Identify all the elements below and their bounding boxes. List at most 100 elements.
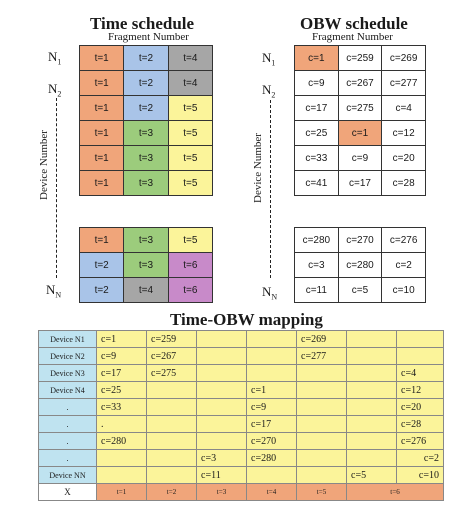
mapping-cell: c=28 <box>396 415 444 433</box>
mapping-cell <box>296 364 347 382</box>
mapping-cell <box>346 398 397 416</box>
mapping-cell: . <box>96 415 147 433</box>
mapping-cell <box>346 449 397 467</box>
mapping-row: Device N2 c=9 c=267 c=277 <box>38 347 444 365</box>
device-label-n2-right: N2 <box>262 82 276 100</box>
time-schedule-grid-bottom: t=1 t=3 t=5 t=2 t=3 t=6 t=2 t=4 t=6 <box>78 227 214 303</box>
mapping-cell <box>246 466 297 484</box>
time-schedule-row: t=1 t=2 t=4 <box>78 45 214 71</box>
mapping-cell: c=12 <box>396 381 444 399</box>
mapping-device-label: Device NN <box>38 466 97 484</box>
mapping-cell <box>146 466 197 484</box>
time-schedule-cell: t=5 <box>167 145 214 171</box>
mapping-cell <box>196 347 247 365</box>
time-schedule-row: t=1 t=3 t=5 <box>78 170 214 196</box>
obw-schedule-cell: c=17 <box>337 170 383 196</box>
time-schedule-cell: t=4 <box>167 70 214 96</box>
obw-schedule-cell: c=25 <box>294 120 339 146</box>
time-schedule-subtitle: Fragment Number <box>108 31 189 43</box>
mapping-time-slot: t=5 <box>296 483 347 501</box>
obw-schedule-cell: c=270 <box>337 227 383 253</box>
time-schedule-cell: t=5 <box>167 227 214 253</box>
time-schedule-row: t=1 t=3 t=5 <box>78 227 214 253</box>
obw-schedule-row: c=11 c=5 c=10 <box>294 277 426 303</box>
mapping-cell: c=276 <box>396 432 444 450</box>
mapping-cell: c=33 <box>96 398 147 416</box>
mapping-cell: c=20 <box>396 398 444 416</box>
mapping-device-label: . <box>38 398 97 416</box>
obw-schedule-grid-bottom: c=280 c=270 c=276 c=3 c=280 c=2 c=11 c=5 c=10 <box>294 227 426 303</box>
obw-schedule-row: c=9 c=267 c=277 <box>294 70 426 96</box>
mapping-cell <box>196 415 247 433</box>
mapping-cell: c=17 <box>96 364 147 382</box>
obw-schedule-cell: c=41 <box>294 170 339 196</box>
device-label-n2-left: N2 <box>48 81 62 99</box>
time-schedule-row: t=2 t=3 t=6 <box>78 252 214 278</box>
mapping-cell: c=267 <box>146 347 197 365</box>
mapping-cell <box>346 432 397 450</box>
obw-schedule-cell: c=267 <box>337 70 383 96</box>
mapping-cell <box>346 381 397 399</box>
mapping-cell: c=3 <box>196 449 247 467</box>
time-schedule-row: t=1 t=3 t=5 <box>78 145 214 171</box>
obw-schedule-row: c=1 c=259 c=269 <box>294 45 426 71</box>
mapping-row: . c=280 c=270 c=276 <box>38 432 444 450</box>
mapping-cell <box>246 347 297 365</box>
mapping-time-slot: t=2 <box>146 483 197 501</box>
mapping-cell <box>146 381 197 399</box>
mapping-cell: c=280 <box>246 449 297 467</box>
time-schedule-cell: t=2 <box>123 95 169 121</box>
mapping-cell: c=10 <box>396 466 444 484</box>
mapping-cell: c=275 <box>146 364 197 382</box>
time-schedule-cell: t=3 <box>123 227 169 253</box>
mapping-cell: c=269 <box>296 330 347 348</box>
obw-schedule-row: c=3 c=280 c=2 <box>294 252 426 278</box>
obw-schedule-cell: c=275 <box>337 95 383 121</box>
mapping-cell <box>196 432 247 450</box>
mapping-cell <box>396 330 444 348</box>
mapping-cell <box>96 466 147 484</box>
time-schedule-cell: t=6 <box>167 252 214 278</box>
obw-schedule-row: c=41 c=17 c=28 <box>294 170 426 196</box>
mapping-cell <box>296 415 347 433</box>
mapping-device-label: Device N4 <box>38 381 97 399</box>
mapping-row: Device N1 c=1 c=259 c=269 <box>38 330 444 348</box>
mapping-cell: c=270 <box>246 432 297 450</box>
obw-schedule-row: c=280 c=270 c=276 <box>294 227 426 253</box>
time-schedule-cell: t=1 <box>78 145 125 171</box>
obw-schedule-cell: c=1 <box>294 45 339 71</box>
mapping-cell <box>396 347 444 365</box>
mapping-cell <box>346 330 397 348</box>
obw-schedule-subtitle: Fragment Number <box>312 31 393 43</box>
mapping-cell: c=9 <box>96 347 147 365</box>
mapping-cell <box>296 381 347 399</box>
mapping-row: . c=33 c=9 c=20 <box>38 398 444 416</box>
obw-schedule-cell: c=4 <box>381 95 426 121</box>
mapping-device-label: Device N2 <box>38 347 97 365</box>
mapping-row: Device N3 c=17 c=275 c=4 <box>38 364 444 382</box>
time-obw-mapping-table: Device N1 c=1 c=259 c=269 Device N2 c=9 c=267 c… <box>38 330 444 501</box>
mapping-cell <box>146 432 197 450</box>
mapping-time-slot: t=6 <box>346 483 444 501</box>
mapping-cell: c=1 <box>96 330 147 348</box>
time-schedule-row: t=2 t=4 t=6 <box>78 277 214 303</box>
mapping-row: Device NN c=11 c=5 c=10 <box>38 466 444 484</box>
mapping-device-label: . <box>38 449 97 467</box>
time-schedule-cell: t=2 <box>123 70 169 96</box>
obw-schedule-row: c=17 c=275 c=4 <box>294 95 426 121</box>
time-schedule-cell: t=2 <box>78 252 125 278</box>
obw-schedule-cell: c=20 <box>381 145 426 171</box>
obw-schedule-cell: c=12 <box>381 120 426 146</box>
mapping-title: Time-OBW mapping <box>170 310 323 329</box>
mapping-row: .. c=17 c=28 <box>38 415 444 433</box>
time-schedule-cell: t=6 <box>167 277 214 303</box>
obw-schedule-cell: c=280 <box>294 227 339 253</box>
mapping-cell: c=17 <box>246 415 297 433</box>
mapping-device-label: Device N3 <box>38 364 97 382</box>
time-schedule-grid-top: t=1 t=2 t=4 t=1 t=2 t=4 t=1 t=2 t=5 t=1 t=3 t=5 t=1 t… <box>78 45 214 196</box>
time-schedule-row: t=1 t=2 t=4 <box>78 70 214 96</box>
obw-schedule-cell: c=280 <box>337 252 383 278</box>
mapping-cell <box>196 330 247 348</box>
time-schedule-cell: t=3 <box>123 120 169 146</box>
obw-schedule-grid-top: c=1 c=259 c=269 c=9 c=267 c=277 c=17 c=275 c=4 c=… <box>294 45 426 196</box>
